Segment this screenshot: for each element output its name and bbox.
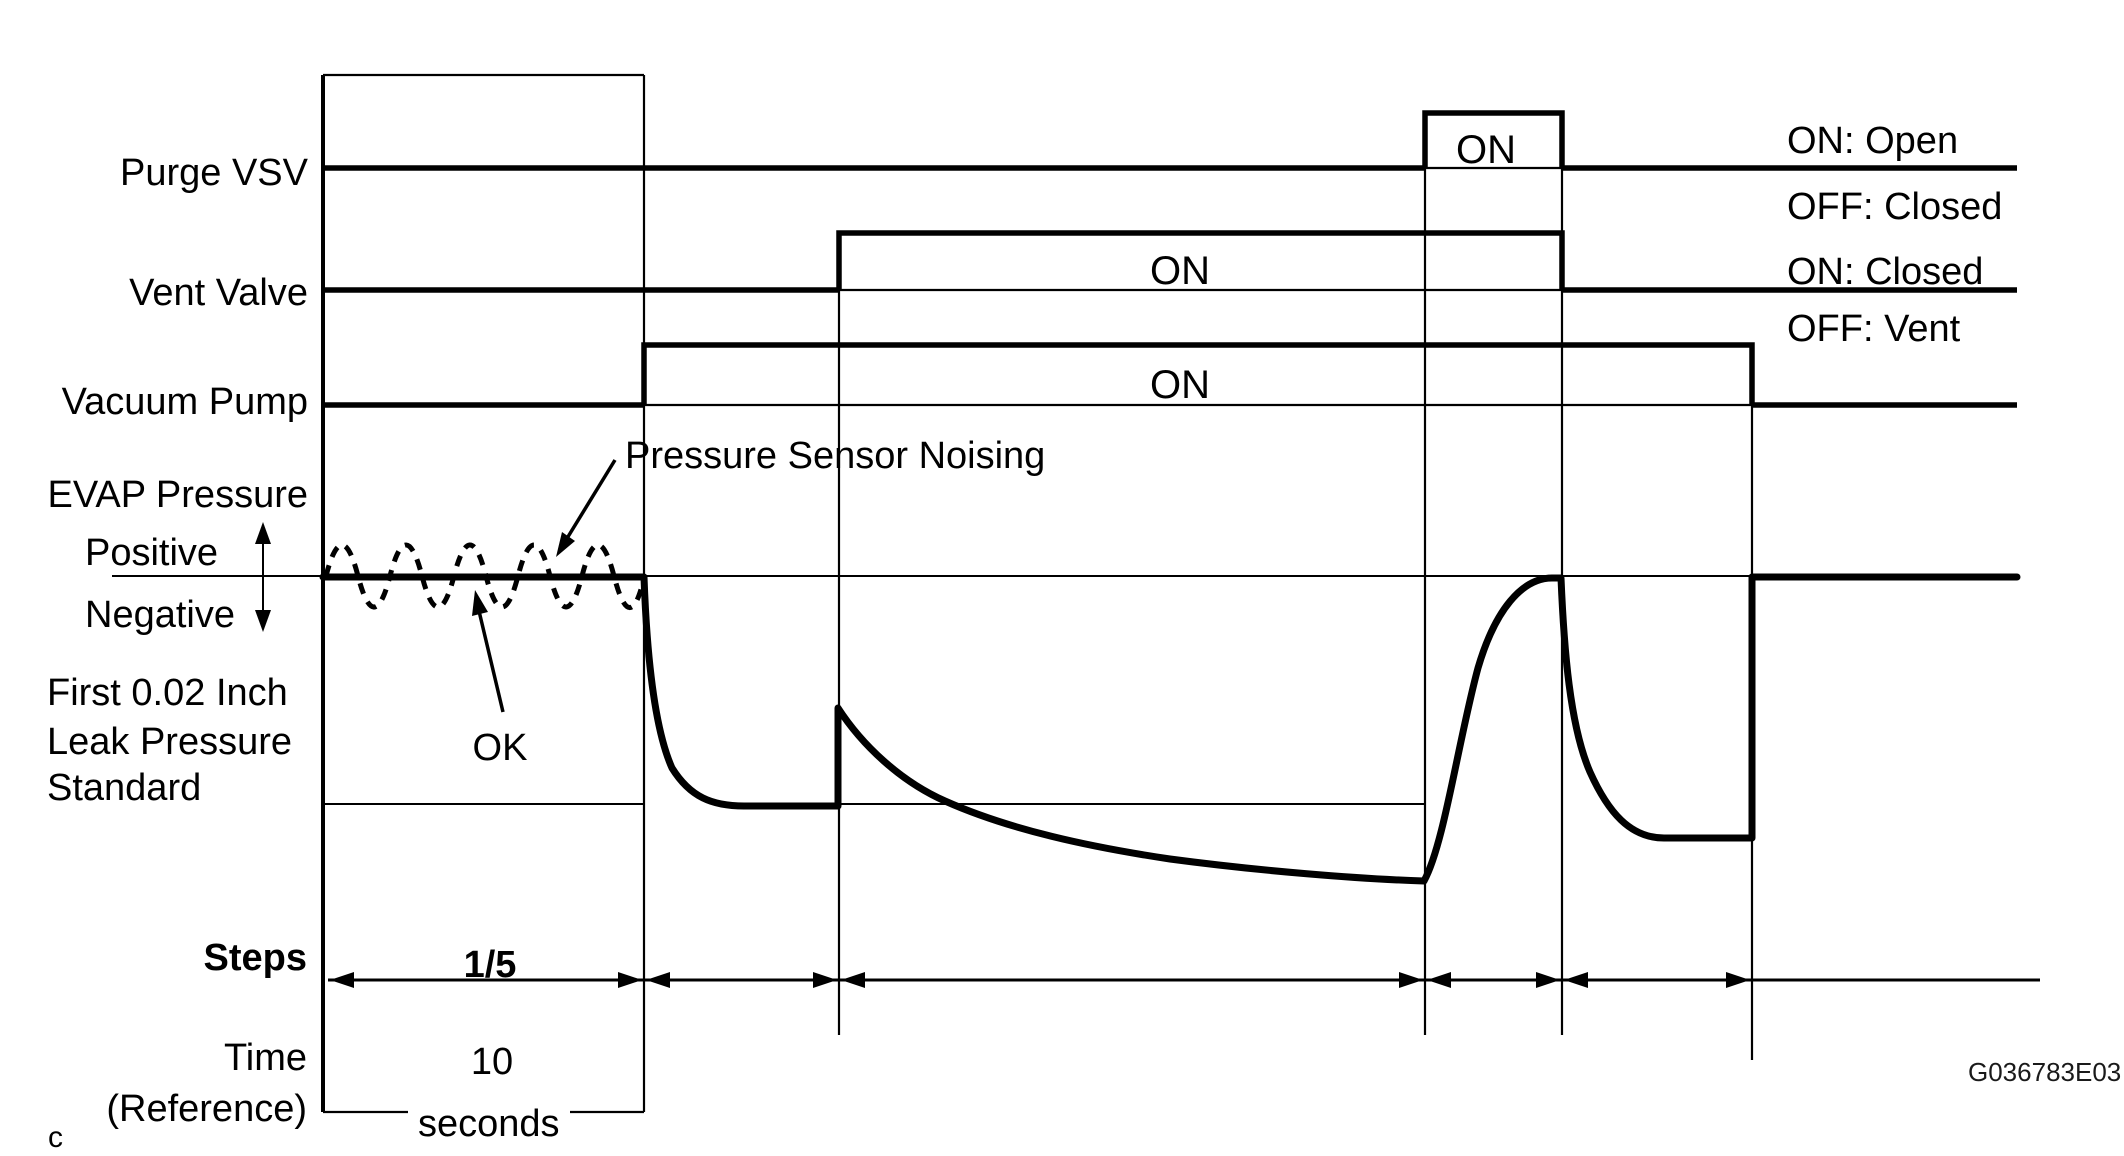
annotation-arrowheads	[472, 532, 575, 616]
pressure-sensor-noising-annotation: Pressure Sensor Noising	[625, 435, 1046, 477]
time-value-line1: 10	[470, 1041, 514, 1083]
pressure-sensor-noise-wave	[323, 542, 647, 610]
figure-code: G036783E03	[1968, 1057, 2122, 1087]
evap-pressure-waveform	[319, 573, 2021, 885]
vent-valve-on-pulse	[836, 230, 1565, 290]
legend-vent-on: ON: Closed	[1787, 251, 1984, 293]
purge-vsv-label: Purge VSV	[120, 152, 308, 194]
leak-standard-label-line2: Leak Pressure	[47, 721, 293, 763]
leak-standard-label-line3: Standard	[47, 767, 202, 809]
legend-vent-off: OFF: Vent	[1787, 308, 1961, 350]
positive-label: Positive	[85, 532, 219, 574]
vent-valve-on-label: ON	[1150, 249, 1210, 293]
negative-label: Negative	[85, 594, 235, 636]
positive-negative-arrowheads	[255, 522, 271, 632]
evap-pressure-label: EVAP Pressure	[47, 474, 309, 516]
time-label-line1: Time	[223, 1037, 307, 1079]
steps-value: 1/5	[463, 944, 517, 986]
vacuum-pump-on-label: ON	[1150, 363, 1210, 407]
ok-annotation: OK	[472, 727, 528, 769]
time-label-line2: (Reference)	[106, 1088, 307, 1130]
ok-annotation-arrow-shaft	[477, 610, 505, 713]
time-value-line2: seconds	[408, 1103, 570, 1146]
vent-valve-label: Vent Valve	[129, 272, 308, 314]
event-guide-lines	[837, 168, 1754, 1060]
purge-vsv-on-pulse	[1422, 110, 1565, 168]
leak-standard-label-line1: First 0.02 Inch	[47, 672, 288, 714]
time-axis-arrowheads	[330, 972, 1750, 988]
purge-vsv-on-label: ON	[1456, 128, 1516, 172]
legend-purge-off: OFF: Closed	[1787, 186, 2003, 228]
steps-label: Steps	[203, 937, 307, 979]
noising-annotation-arrow-shaft	[564, 459, 617, 541]
vacuum-pump-on-pulse	[641, 342, 1755, 405]
corner-mark: c	[48, 1121, 63, 1154]
legend-purge-on: ON: Open	[1787, 120, 1959, 162]
vacuum-pump-label: Vacuum Pump	[61, 381, 308, 423]
